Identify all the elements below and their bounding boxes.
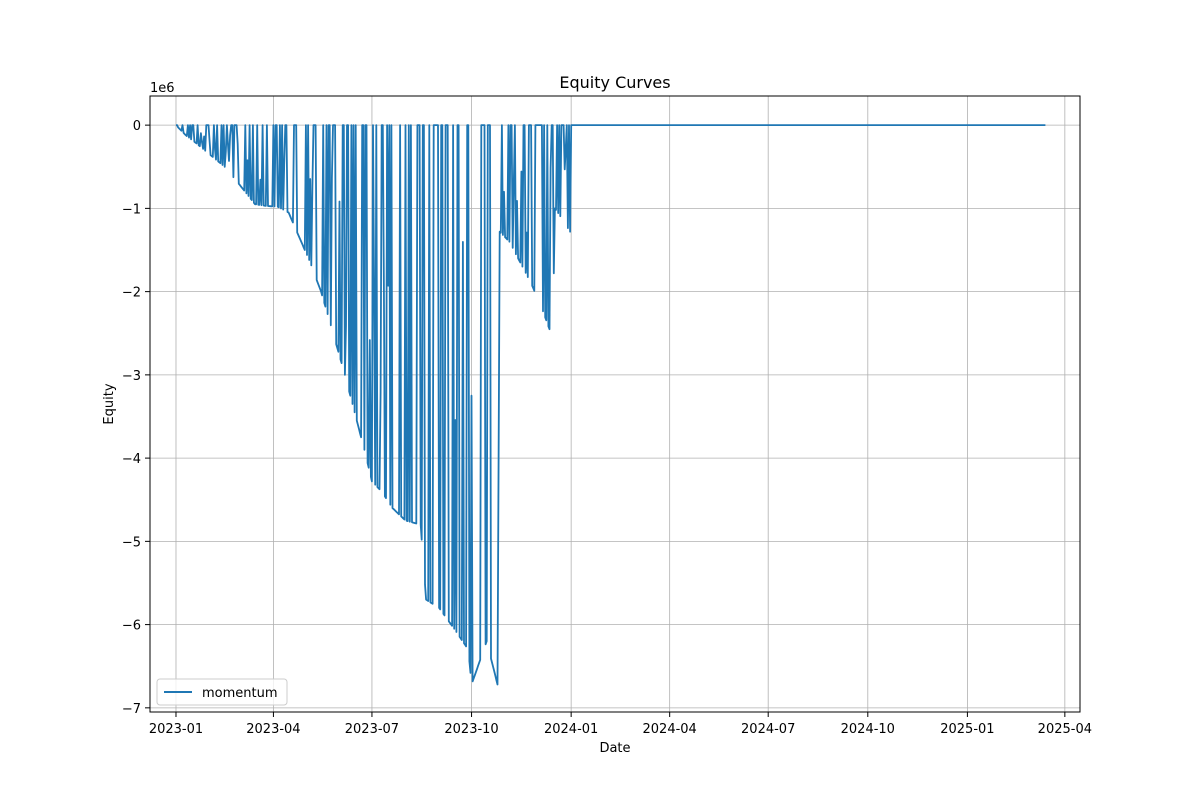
x-tick-label: 2024-04 bbox=[643, 722, 697, 737]
y-tick-label: 0 bbox=[133, 119, 141, 134]
x-tick-label: 2024-01 bbox=[544, 722, 598, 737]
y-tick-label: −7 bbox=[122, 702, 141, 717]
y-tick-label: −2 bbox=[122, 286, 141, 301]
x-tick-label: 2023-10 bbox=[444, 722, 498, 737]
chart-title: Equity Curves bbox=[559, 73, 670, 92]
x-tick-label: 2023-07 bbox=[345, 722, 399, 737]
x-tick-label: 2023-04 bbox=[246, 722, 300, 737]
x-tick-label: 2025-01 bbox=[940, 722, 994, 737]
x-tick-label: 2024-10 bbox=[841, 722, 895, 737]
x-tick-label: 2025-04 bbox=[1038, 722, 1092, 737]
y-tick-label: −5 bbox=[122, 535, 141, 550]
y-axis-offset-label: 1e6 bbox=[150, 81, 175, 96]
plot-area bbox=[176, 124, 1046, 686]
legend: momentum bbox=[156, 678, 288, 706]
y-tick-label: −1 bbox=[122, 202, 141, 217]
legend-box bbox=[156, 678, 288, 706]
y-axis-label: Equity bbox=[102, 383, 117, 424]
series-line-momentum bbox=[176, 124, 1046, 686]
legend-label-momentum: momentum bbox=[202, 686, 278, 701]
axes-frame bbox=[149, 95, 1081, 713]
x-axis-label: Date bbox=[599, 741, 630, 756]
y-tick-label: −4 bbox=[122, 452, 141, 467]
y-tick-label: −3 bbox=[122, 369, 141, 384]
y-tick-label: −6 bbox=[122, 619, 141, 634]
x-axis-ticks: 2023-01 2023-04 2023-07 2023-10 2024-01 2024-… bbox=[149, 712, 1092, 737]
x-tick-label: 2023-01 bbox=[149, 722, 203, 737]
x-tick-label: 2024-07 bbox=[741, 722, 795, 737]
y-axis-ticks: 0 −1 −2 −3 −4 −5 −6 −7 bbox=[122, 119, 150, 717]
